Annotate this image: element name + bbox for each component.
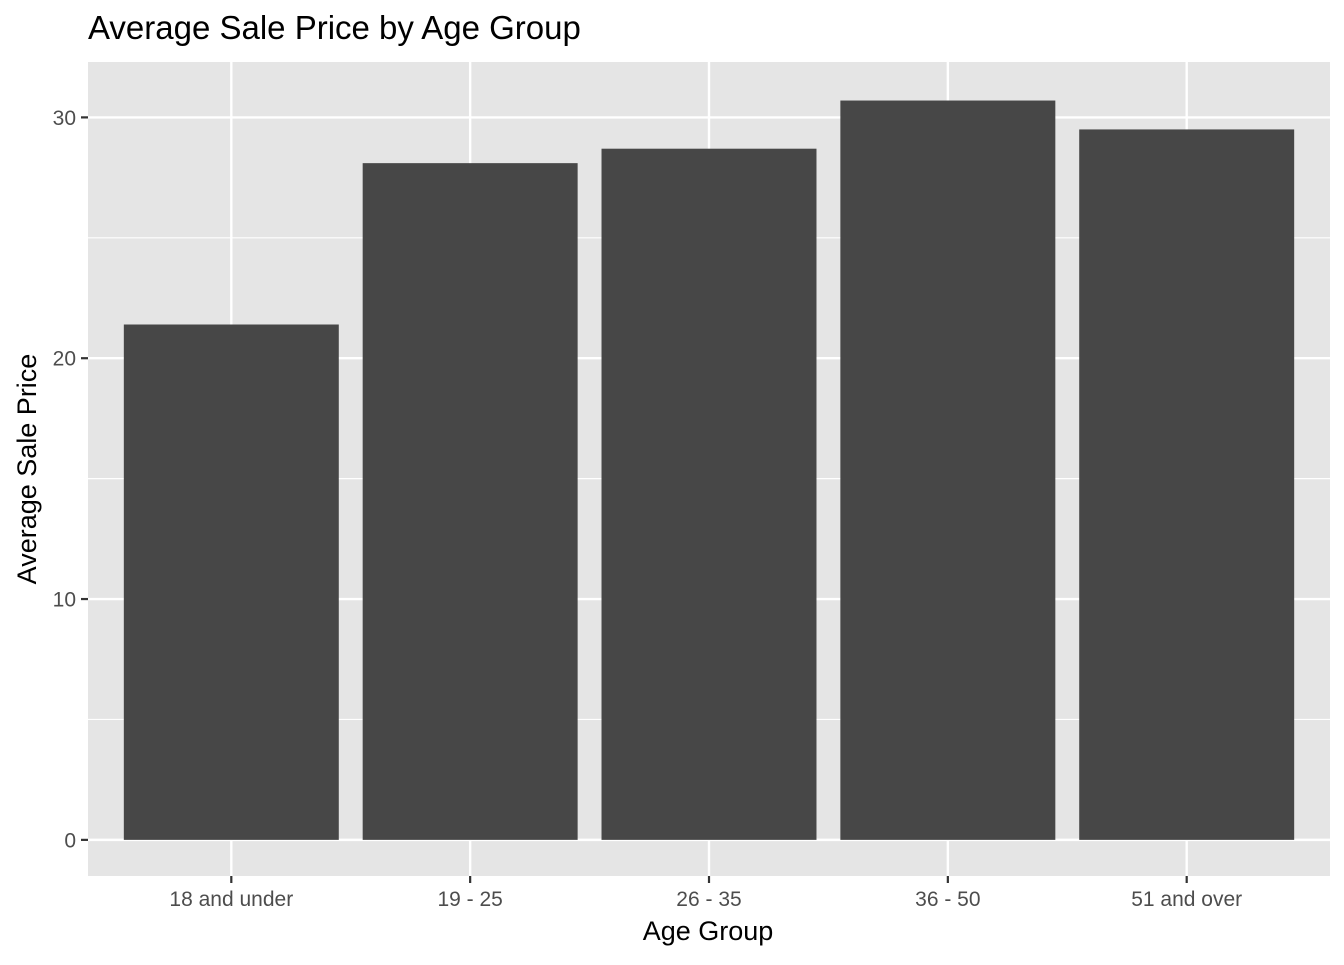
axes: 0 10 20 30 18 and under 19 - 25 26 - 35 36 - 50… (53, 107, 1243, 911)
bars (123, 100, 1295, 840)
x-tick-label: 51 and over (1131, 888, 1242, 911)
bar (840, 100, 1056, 840)
x-tick-label: 19 - 25 (437, 888, 502, 911)
y-tick-label: 20 (53, 348, 76, 371)
chart-title: Average Sale Price by Age Group (88, 9, 581, 46)
bar (123, 324, 339, 840)
y-tick-label: 30 (53, 107, 76, 130)
x-axis-title: Age Group (643, 916, 774, 946)
x-tick-label: 18 and under (169, 888, 293, 911)
x-tick-label: 26 - 35 (676, 888, 741, 911)
bar (362, 163, 578, 840)
x-tick-label: 36 - 50 (915, 888, 980, 911)
y-tick-label: 0 (64, 829, 76, 852)
bar (1079, 129, 1295, 840)
y-tick-label: 10 (53, 589, 76, 612)
bar (601, 148, 817, 840)
y-axis-title: Average Sale Price (12, 354, 42, 585)
